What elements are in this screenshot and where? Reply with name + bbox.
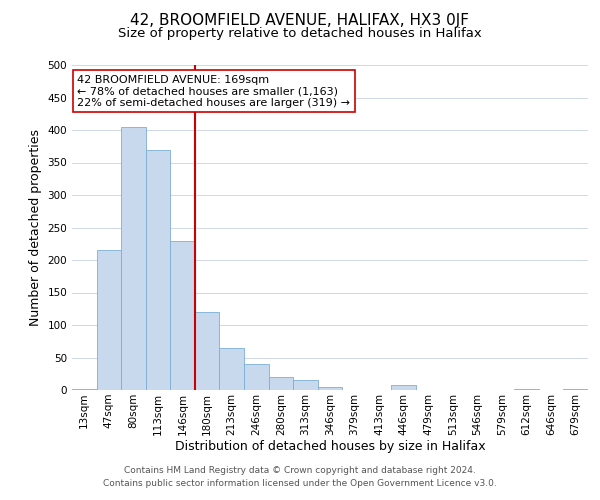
Y-axis label: Number of detached properties: Number of detached properties — [29, 129, 42, 326]
Text: Contains HM Land Registry data © Crown copyright and database right 2024.
Contai: Contains HM Land Registry data © Crown c… — [103, 466, 497, 487]
Bar — [72, 388, 97, 390]
Bar — [195, 312, 220, 390]
Bar — [514, 388, 539, 390]
Bar — [170, 240, 195, 390]
X-axis label: Distribution of detached houses by size in Halifax: Distribution of detached houses by size … — [175, 440, 485, 454]
Bar — [318, 387, 342, 390]
Bar — [121, 126, 146, 390]
Bar — [244, 364, 269, 390]
Text: 42, BROOMFIELD AVENUE, HALIFAX, HX3 0JF: 42, BROOMFIELD AVENUE, HALIFAX, HX3 0JF — [131, 12, 470, 28]
Bar — [293, 380, 318, 390]
Bar — [391, 385, 416, 390]
Bar — [146, 150, 170, 390]
Bar — [269, 377, 293, 390]
Bar — [563, 388, 588, 390]
Text: 42 BROOMFIELD AVENUE: 169sqm
← 78% of detached houses are smaller (1,163)
22% of: 42 BROOMFIELD AVENUE: 169sqm ← 78% of de… — [77, 74, 350, 108]
Text: Size of property relative to detached houses in Halifax: Size of property relative to detached ho… — [118, 28, 482, 40]
Bar — [97, 250, 121, 390]
Bar — [220, 348, 244, 390]
